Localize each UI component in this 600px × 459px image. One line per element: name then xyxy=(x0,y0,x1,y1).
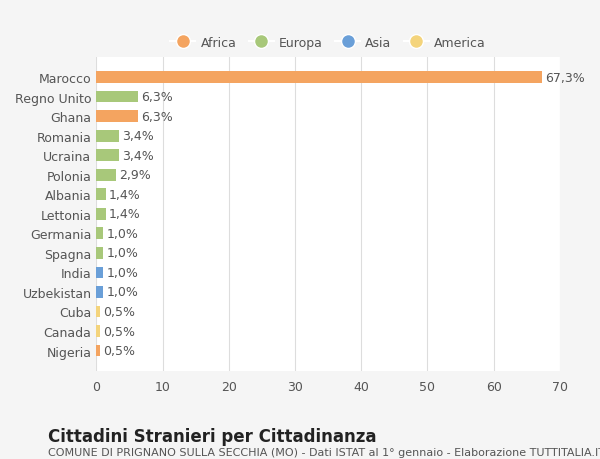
Bar xyxy=(97,111,138,123)
Text: 1,0%: 1,0% xyxy=(106,247,138,260)
Bar xyxy=(97,91,138,103)
Text: 1,0%: 1,0% xyxy=(106,227,138,241)
Bar xyxy=(97,306,100,318)
Bar xyxy=(97,72,542,84)
Text: 0,5%: 0,5% xyxy=(103,325,135,338)
Bar xyxy=(97,130,119,142)
Text: 67,3%: 67,3% xyxy=(545,72,585,84)
Text: 6,3%: 6,3% xyxy=(142,111,173,123)
Text: COMUNE DI PRIGNANO SULLA SECCHIA (MO) - Dati ISTAT al 1° gennaio - Elaborazione : COMUNE DI PRIGNANO SULLA SECCHIA (MO) - … xyxy=(48,448,600,458)
Text: 1,4%: 1,4% xyxy=(109,208,140,221)
Text: 3,4%: 3,4% xyxy=(122,130,154,143)
Bar xyxy=(97,189,106,201)
Bar xyxy=(97,267,103,279)
Text: 3,4%: 3,4% xyxy=(122,149,154,162)
Bar xyxy=(97,228,103,240)
Text: 1,0%: 1,0% xyxy=(106,286,138,299)
Text: 2,9%: 2,9% xyxy=(119,169,151,182)
Text: Cittadini Stranieri per Cittadinanza: Cittadini Stranieri per Cittadinanza xyxy=(48,427,377,445)
Bar xyxy=(97,345,100,357)
Text: 1,0%: 1,0% xyxy=(106,266,138,280)
Bar xyxy=(97,169,116,181)
Bar xyxy=(97,150,119,162)
Bar xyxy=(97,247,103,259)
Text: 1,4%: 1,4% xyxy=(109,188,140,202)
Bar xyxy=(97,325,100,337)
Bar xyxy=(97,286,103,298)
Legend: Africa, Europa, Asia, America: Africa, Europa, Asia, America xyxy=(167,33,490,53)
Text: 6,3%: 6,3% xyxy=(142,91,173,104)
Text: 0,5%: 0,5% xyxy=(103,344,135,357)
Text: 0,5%: 0,5% xyxy=(103,305,135,318)
Bar xyxy=(97,208,106,220)
